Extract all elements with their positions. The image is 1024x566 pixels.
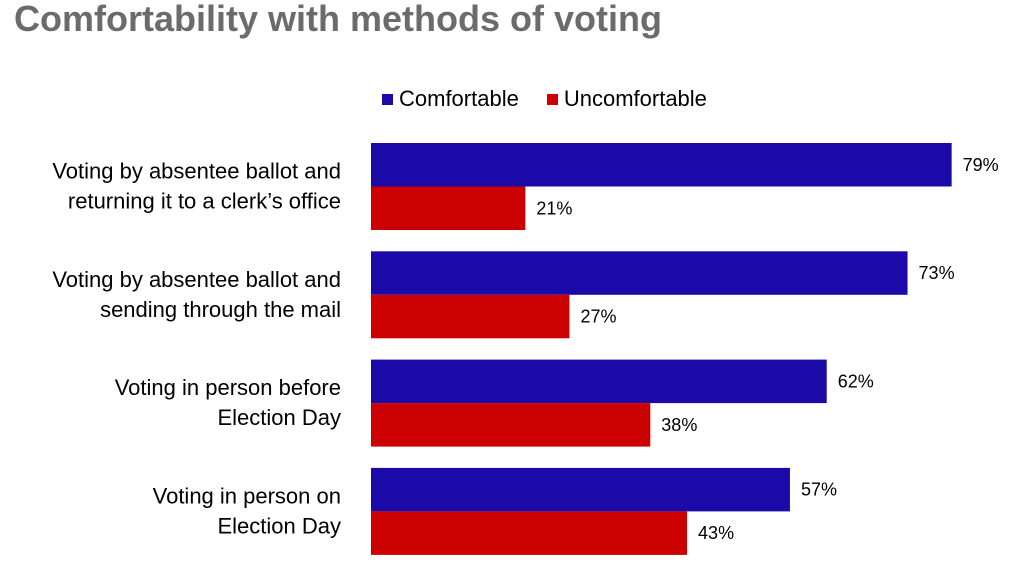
bar-uncomfortable-1 <box>371 186 526 230</box>
chart-legend: Comfortable Uncomfortable <box>382 86 735 112</box>
category-label-1: Voting by absentee ballot and returning i… <box>52 159 341 214</box>
category-label-line: returning it to a clerk’s office <box>68 189 341 214</box>
category-label-3: Voting in person before Election Day <box>115 375 341 430</box>
category-label-4: Voting in person on Election Day <box>153 483 341 538</box>
legend-item-comfortable: Comfortable <box>382 86 519 112</box>
bar-comfortable-3 <box>371 359 827 404</box>
value-label-uncomfortable-2: 27% <box>580 307 616 327</box>
bar-uncomfortable-2 <box>371 294 570 339</box>
value-label-comfortable-3: 62% <box>838 371 874 391</box>
category-label-2: Voting by absentee ballot and sending thr… <box>52 267 341 322</box>
value-label-comfortable-1: 79% <box>963 155 999 175</box>
value-label-uncomfortable-3: 38% <box>661 415 697 435</box>
bar-comfortable-2 <box>371 251 908 295</box>
category-label-line: Voting in person on <box>153 483 341 508</box>
category-label-line: Election Day <box>217 405 341 430</box>
legend-label-uncomfortable: Uncomfortable <box>563 86 707 111</box>
value-label-uncomfortable-4: 43% <box>698 523 734 543</box>
value-label-comfortable-2: 73% <box>919 263 955 283</box>
category-label-line: Election Day <box>217 513 341 538</box>
legend-item-uncomfortable: Uncomfortable <box>546 86 707 112</box>
category-label-line: Voting by absentee ballot and <box>52 267 341 292</box>
bar-comfortable-4 <box>371 467 790 512</box>
bar-uncomfortable-3 <box>371 403 651 447</box>
value-label-uncomfortable-1: 21% <box>536 198 572 218</box>
category-label-line: sending through the mail <box>100 297 341 322</box>
legend-swatch-comfortable <box>382 93 393 105</box>
bar-comfortable-1 <box>371 143 952 187</box>
chart-title: Comfortability with methods of voting <box>14 0 662 39</box>
category-label-line: Voting in person before <box>115 375 341 400</box>
value-label-comfortable-4: 57% <box>801 480 837 500</box>
legend-swatch-uncomfortable <box>546 93 558 105</box>
bar-uncomfortable-4 <box>371 511 688 555</box>
category-label-line: Voting by absentee ballot and <box>52 159 341 184</box>
legend-label-comfortable: Comfortable <box>399 86 519 111</box>
